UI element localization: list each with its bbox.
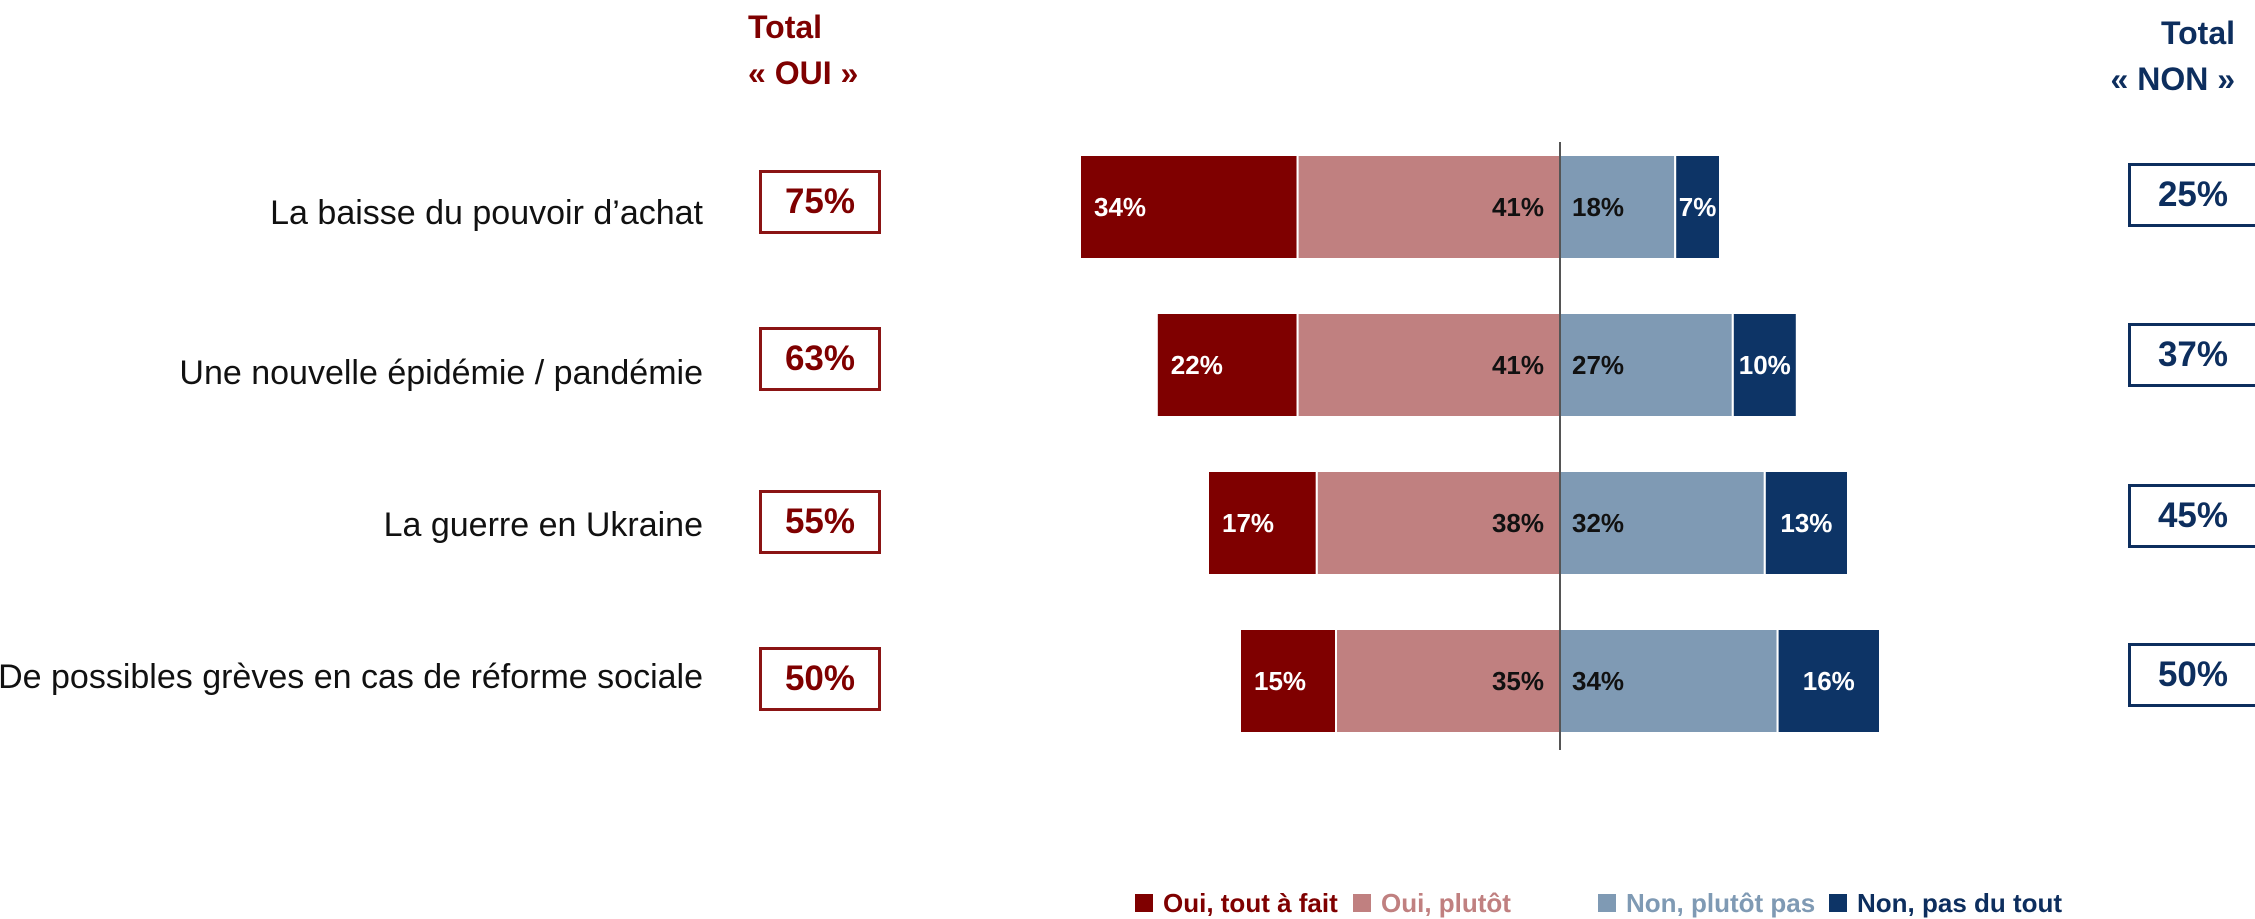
legend-label: Non, plutôt pas — [1626, 887, 1816, 918]
data-label-oui-plutot: 41% — [1492, 350, 1544, 380]
bar-non-pas-du-tout — [1731, 312, 1798, 418]
total-non-box: 25% — [2128, 163, 2255, 227]
data-label-non-plutot-pas: 27% — [1572, 350, 1624, 380]
total-oui-box: 55% — [759, 490, 881, 554]
data-label-oui-plutot: 41% — [1492, 192, 1544, 222]
total-non-box: 37% — [2128, 323, 2255, 387]
row-label-greves: De possibles grèves en cas de réforme so… — [0, 658, 703, 696]
data-label-non-pas-du-tout: 10% — [1739, 350, 1791, 380]
data-label-non-plutot-pas: 34% — [1572, 666, 1624, 696]
legend-item-non-pas-du-tout: Non, pas du tout — [1829, 888, 2062, 918]
data-label-non-pas-du-tout: 13% — [1780, 508, 1832, 538]
bar-oui-tout-a-fait — [1239, 628, 1337, 734]
total-non-box: 45% — [2128, 484, 2255, 548]
bar-non-pas-du-tout — [1674, 154, 1721, 260]
data-label-non-plutot-pas: 18% — [1572, 192, 1624, 222]
bar-non-pas-du-tout — [1776, 628, 1881, 734]
total-non-box: 50% — [2128, 643, 2255, 707]
data-label-oui-tout-a-fait: 17% — [1222, 508, 1274, 538]
total-non-header-line2: « NON » — [2110, 61, 2235, 97]
bar-oui-plutot — [1315, 470, 1562, 576]
row-label-pouvoir-achat: La baisse du pouvoir d’achat — [270, 194, 703, 232]
data-label-non-pas-du-tout: 16% — [1803, 666, 1855, 696]
total-oui-header: Total « OUI » — [748, 4, 858, 96]
total-non-header-line1: Total — [2160, 15, 2235, 51]
data-label-oui-plutot: 35% — [1492, 666, 1544, 696]
data-label-oui-plutot: 38% — [1492, 508, 1544, 538]
legend-swatch — [1135, 894, 1153, 912]
bar-oui-tout-a-fait — [1079, 154, 1299, 260]
legend-label: Non, pas du tout — [1857, 887, 2063, 918]
data-label-non-pas-du-tout: 7% — [1679, 192, 1717, 222]
data-label-oui-tout-a-fait: 34% — [1094, 192, 1146, 222]
total-oui-box: 63% — [759, 327, 881, 391]
data-label-non-plutot-pas: 32% — [1572, 508, 1624, 538]
bar-oui-plutot — [1296, 312, 1561, 418]
total-oui-header-line1: Total — [748, 9, 823, 45]
data-label-oui-tout-a-fait: 15% — [1254, 666, 1306, 696]
total-oui-box: 75% — [759, 170, 881, 234]
legend-swatch — [1829, 894, 1847, 912]
row-label-epidemie: Une nouvelle épidémie / pandémie — [179, 354, 703, 392]
total-oui-box: 50% — [759, 647, 881, 711]
legend-label: Oui, plutôt — [1381, 887, 1511, 918]
data-label-oui-tout-a-fait: 22% — [1171, 350, 1223, 380]
legend-swatch — [1353, 894, 1371, 912]
legend-item-non-plutot-pas: Non, plutôt pas — [1598, 888, 1815, 918]
bar-oui-tout-a-fait — [1155, 312, 1299, 418]
bar-non-plutot-pas — [1559, 470, 1766, 576]
legend-item-oui-tout-a-fait: Oui, tout à fait — [1135, 888, 1338, 918]
row-label-ukraine: La guerre en Ukraine — [383, 506, 703, 544]
bar-non-pas-du-tout — [1763, 470, 1850, 576]
bar-oui-plutot — [1335, 628, 1561, 734]
total-oui-header-line2: « OUI » — [748, 55, 859, 91]
legend-label: Oui, tout à fait — [1163, 887, 1338, 918]
legend-item-oui-plutot: Oui, plutôt — [1353, 888, 1511, 918]
bar-non-plutot-pas — [1559, 628, 1779, 734]
legend-swatch — [1598, 894, 1616, 912]
total-non-header: Total « NON » — [2111, 10, 2235, 102]
bar-oui-plutot — [1296, 154, 1561, 260]
